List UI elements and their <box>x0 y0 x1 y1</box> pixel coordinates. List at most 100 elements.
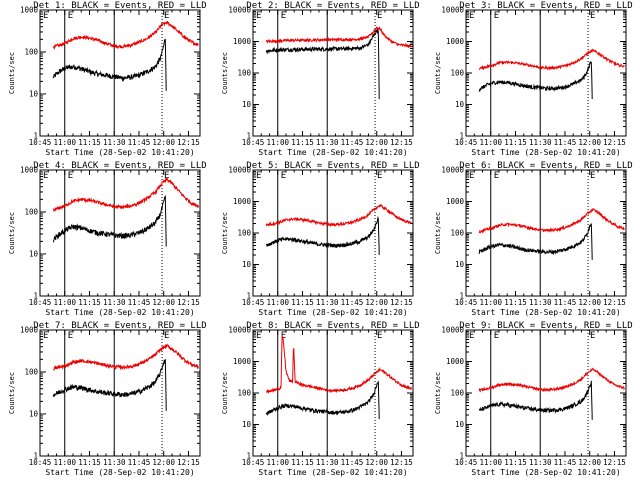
y-tick-label: 1 <box>246 132 251 141</box>
y-axis-label: Counts/sec <box>434 372 442 414</box>
x-tick-label: 11:00 <box>479 458 502 467</box>
x-tick-label: 10:45 <box>242 138 265 147</box>
lld-series-line <box>478 367 625 393</box>
y-tick-label: 100 <box>24 208 38 217</box>
x-tick-label: 10:45 <box>242 298 265 307</box>
x-tick-label: 12:15 <box>177 138 200 147</box>
x-axis-label: Start Time (28-Sep-02 10:41:20) <box>45 468 194 477</box>
x-tick-label: 10:45 <box>455 138 478 147</box>
attenuator-marker: E <box>164 171 169 181</box>
x-axis-label: Start Time (28-Sep-02 10:41:20) <box>45 148 194 157</box>
y-tick-label: 100 <box>450 389 464 398</box>
x-tick-label: 11:00 <box>266 298 289 307</box>
x-tick-label: 12:00 <box>152 138 175 147</box>
y-tick-label: 10000 <box>441 166 464 175</box>
x-axis-label: Start Time (28-Sep-02 10:41:20) <box>471 148 620 157</box>
y-tick-label: 1 <box>459 292 464 301</box>
y-tick-label: 1000 <box>446 357 465 366</box>
x-axis-label: Start Time (28-Sep-02 10:41:20) <box>258 148 407 157</box>
y-axis-label: Counts/sec <box>434 212 442 254</box>
x-tick-label: 11:30 <box>529 298 552 307</box>
panel-title: Det 4: BLACK = Events, RED = LLD <box>33 161 206 171</box>
interval-marker: E <box>494 171 499 181</box>
lld-series-line <box>52 343 199 371</box>
x-tick-label: 10:45 <box>455 298 478 307</box>
events-series-line <box>52 359 167 411</box>
x-tick-label: 12:15 <box>603 298 626 307</box>
plot-frame <box>252 9 414 137</box>
y-tick-label: 100 <box>450 229 464 238</box>
y-tick-label: 1 <box>246 292 251 301</box>
attenuator-marker: E <box>377 11 382 21</box>
y-tick-label: 1000 <box>233 197 252 206</box>
x-tick-label: 11:15 <box>504 298 527 307</box>
y-tick-label: 1000 <box>446 37 465 46</box>
y-tick-label: 10 <box>29 410 39 419</box>
y-tick-label: 10 <box>242 100 252 109</box>
y-tick-label: 1 <box>33 292 38 301</box>
interval-start-marker: E <box>469 11 474 21</box>
plot-frame <box>465 9 627 137</box>
lld-series-line <box>53 177 199 213</box>
y-tick-label: 10000 <box>441 326 464 335</box>
lld-series-line <box>52 20 199 50</box>
y-axis-label: Counts/sec <box>221 212 229 254</box>
y-tick-label: 10 <box>242 420 252 429</box>
lld-series-line <box>478 208 625 234</box>
attenuator-marker: E <box>377 331 382 341</box>
x-tick-label: 12:15 <box>603 458 626 467</box>
interval-marker: E <box>494 11 499 21</box>
x-tick-label: 11:45 <box>554 458 577 467</box>
y-axis-label: Counts/sec <box>8 372 16 414</box>
panel-title: Det 9: BLACK = Events, RED = LLD <box>459 321 632 331</box>
panel-title: Det 2: BLACK = Events, RED = LLD <box>246 1 419 11</box>
y-tick-label: 10 <box>455 100 465 109</box>
plot-frame <box>465 329 627 457</box>
x-axis-label: Start Time (28-Sep-02 10:41:20) <box>258 468 407 477</box>
events-series-line <box>265 28 380 100</box>
y-tick-label: 1000 <box>233 37 252 46</box>
x-tick-label: 10:45 <box>29 298 52 307</box>
plot-frame <box>39 329 201 457</box>
x-tick-label: 11:45 <box>341 138 364 147</box>
lld-series-line <box>266 335 412 394</box>
x-tick-label: 10:45 <box>29 138 52 147</box>
x-tick-label: 12:15 <box>603 138 626 147</box>
panel-title: Det 1: BLACK = Events, RED = LLD <box>33 1 206 11</box>
x-tick-label: 12:00 <box>152 458 175 467</box>
y-tick-label: 1 <box>33 132 38 141</box>
y-tick-label: 1000 <box>20 166 39 175</box>
plot-frame <box>465 169 627 297</box>
x-tick-label: 11:30 <box>316 138 339 147</box>
x-axis-label: Start Time (28-Sep-02 10:41:20) <box>471 308 620 317</box>
panel-title: Det 5: BLACK = Events, RED = LLD <box>246 161 419 171</box>
x-tick-label: 11:30 <box>316 298 339 307</box>
x-tick-label: 10:45 <box>455 458 478 467</box>
lld-series-line <box>265 203 412 228</box>
x-tick-label: 12:15 <box>390 138 413 147</box>
x-tick-label: 12:00 <box>578 298 601 307</box>
y-tick-label: 1000 <box>233 357 252 366</box>
x-tick-label: 11:30 <box>103 458 126 467</box>
y-tick-label: 10000 <box>228 166 251 175</box>
x-tick-label: 12:15 <box>390 298 413 307</box>
y-tick-label: 10 <box>242 260 252 269</box>
x-tick-label: 11:45 <box>341 458 364 467</box>
detector-panel-6: Det 6: BLACK = Events, RED = LLD Counts/s… <box>434 161 633 317</box>
y-tick-label: 10 <box>29 250 39 259</box>
x-tick-label: 11:15 <box>291 138 314 147</box>
x-tick-label: 10:45 <box>242 458 265 467</box>
y-tick-label: 1000 <box>446 197 465 206</box>
panel-title: Det 3: BLACK = Events, RED = LLD <box>459 1 632 11</box>
attenuator-marker: E <box>590 331 595 341</box>
lld-series-line <box>265 26 412 49</box>
events-series-line <box>478 223 593 260</box>
detector-panel-2: Det 2: BLACK = Events, RED = LLD Counts/s… <box>221 1 420 157</box>
x-tick-label: 11:00 <box>479 138 502 147</box>
x-tick-label: 11:00 <box>266 458 289 467</box>
x-tick-label: 11:15 <box>78 458 101 467</box>
interval-start-marker: E <box>256 11 261 21</box>
y-axis-label: Counts/sec <box>221 372 229 414</box>
x-tick-label: 11:45 <box>554 138 577 147</box>
interval-marker: E <box>68 11 73 21</box>
